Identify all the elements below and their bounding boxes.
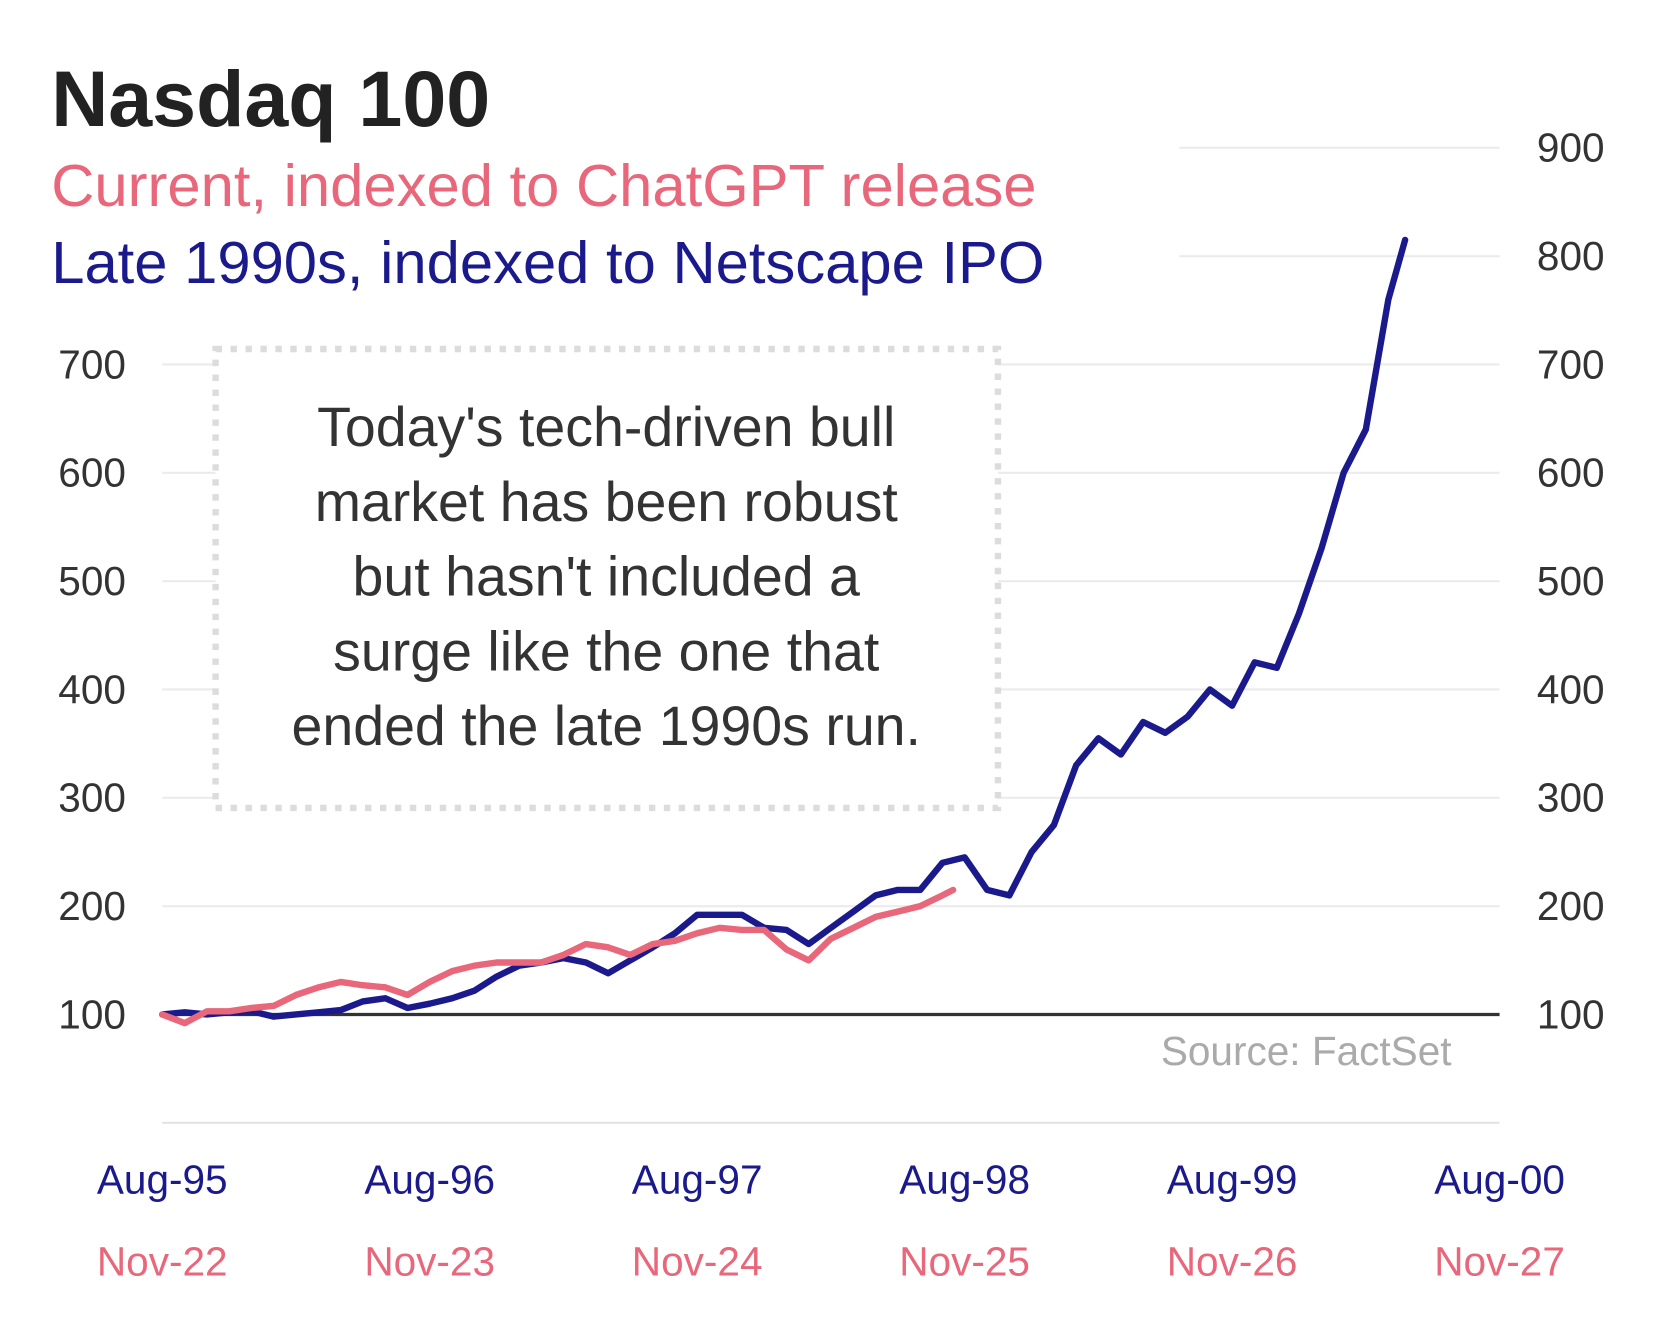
- y-tick-label: 700: [58, 341, 126, 387]
- annotation-text: market has been robust: [315, 471, 899, 533]
- y-tick-label: 100: [58, 991, 126, 1037]
- y-tick-label: 500: [58, 558, 126, 604]
- annotation-text: Today's tech-driven bull: [317, 396, 895, 458]
- y2-tick-label: 900: [1537, 125, 1605, 171]
- legend-entry: Late 1990s, indexed to Netscape IPO: [51, 229, 1044, 296]
- x-tick-label: Aug-98: [899, 1156, 1030, 1202]
- series-line: [159, 236, 1409, 1020]
- lines: [159, 236, 1500, 1027]
- x2-tick-label: Nov-25: [899, 1238, 1030, 1284]
- y2-tick-label: 100: [1537, 991, 1605, 1037]
- x2-tick-label: Nov-27: [1434, 1238, 1565, 1284]
- y2-tick-label: 800: [1537, 233, 1605, 279]
- annotation-text: but hasn't included a: [353, 546, 861, 608]
- source: Source: FactSet: [1161, 1028, 1452, 1074]
- x2-tick-label: Nov-23: [364, 1238, 495, 1284]
- x-tick-label: Aug-00: [1434, 1156, 1565, 1202]
- y2-tick-label: 200: [1537, 883, 1605, 929]
- x-tick-label: Aug-99: [1167, 1156, 1298, 1202]
- x-tick-label: Aug-96: [364, 1156, 495, 1202]
- y2-tick-label: 700: [1537, 341, 1605, 387]
- y2-tick-label: 500: [1537, 558, 1605, 604]
- annotation-box: [212, 345, 1002, 812]
- y-tick-label: 400: [58, 666, 126, 712]
- chart-title: Nasdaq 100: [51, 55, 490, 143]
- y-tick-label: 600: [58, 450, 126, 496]
- series-line: [159, 886, 957, 1027]
- annotation-text: surge like the one that: [333, 620, 880, 682]
- x2-tick-label: Nov-26: [1167, 1238, 1298, 1284]
- y-tick-label: 300: [58, 775, 126, 821]
- legend-entry: Current, indexed to ChatGPT release: [51, 152, 1036, 219]
- x2-tick-label: Nov-22: [97, 1238, 228, 1284]
- y2-tick-label: 600: [1537, 450, 1605, 496]
- x-tick-label: Aug-97: [632, 1156, 763, 1202]
- x2-tick-label: Nov-24: [632, 1238, 763, 1284]
- y-tick-label: 200: [58, 883, 126, 929]
- x-tick-label: Aug-95: [97, 1156, 228, 1202]
- annotation-text: ended the late 1990s run.: [291, 695, 920, 757]
- y2-tick-label: 300: [1537, 775, 1605, 821]
- y2-tick-label: 400: [1537, 666, 1605, 712]
